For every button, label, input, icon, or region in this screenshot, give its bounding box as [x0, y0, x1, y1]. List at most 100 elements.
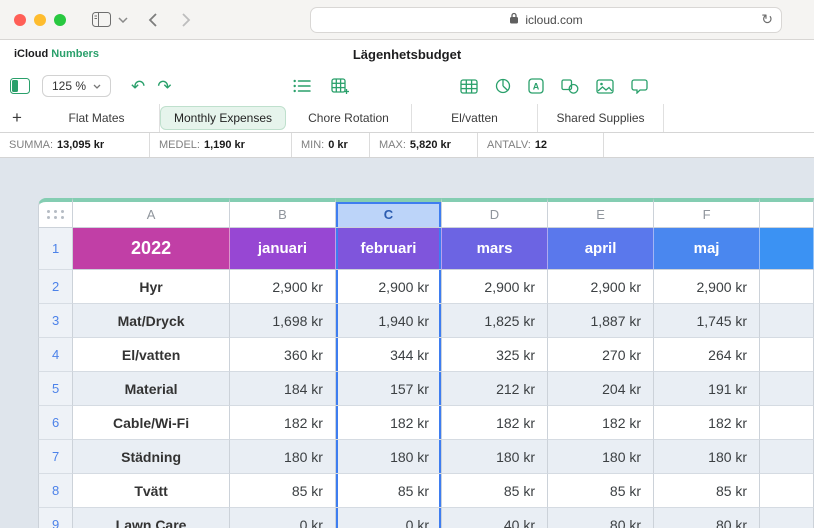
cell[interactable]: 2,900 kr	[229, 270, 336, 304]
cell[interactable]: 191 kr	[654, 372, 761, 406]
back-button[interactable]	[148, 13, 157, 27]
category-cell[interactable]: Städning	[73, 440, 230, 474]
column-header-d[interactable]: D	[441, 198, 549, 228]
month-header-cell[interactable]: maj	[654, 228, 761, 270]
row-number[interactable]: 3	[38, 304, 74, 338]
cell[interactable]: 180 kr	[548, 440, 655, 474]
cell[interactable]: 85 kr	[229, 474, 336, 508]
sheet-tab-shared-supplies[interactable]: Shared Supplies	[538, 104, 664, 132]
cell[interactable]	[760, 406, 814, 440]
cell[interactable]: 182 kr	[335, 406, 442, 440]
cell[interactable]: 85 kr	[335, 474, 442, 508]
row-number[interactable]: 6	[38, 406, 74, 440]
category-cell[interactable]: El/vatten	[73, 338, 230, 372]
cell[interactable]: 182 kr	[229, 406, 336, 440]
row-number[interactable]: 5	[38, 372, 74, 406]
row-number[interactable]: 7	[38, 440, 74, 474]
category-cell[interactable]: Lawn Care	[73, 508, 230, 528]
column-header-f[interactable]: F	[654, 198, 761, 228]
cell[interactable]: 157 kr	[335, 372, 442, 406]
address-bar[interactable]: icloud.com ↻	[310, 7, 782, 33]
cell[interactable]	[760, 270, 814, 304]
column-header-clipped[interactable]	[760, 198, 814, 228]
row-number[interactable]: 2	[38, 270, 74, 304]
table-icon[interactable]	[460, 78, 478, 94]
reload-icon[interactable]: ↻	[761, 11, 773, 27]
cell[interactable]: 180 kr	[229, 440, 336, 474]
row-number[interactable]: 4	[38, 338, 74, 372]
checklist-icon[interactable]	[293, 79, 311, 93]
cell[interactable]: 180 kr	[441, 440, 549, 474]
sidebar-toggle-icon[interactable]	[92, 12, 111, 27]
column-header-a[interactable]: A	[73, 198, 230, 228]
cell[interactable]: 85 kr	[654, 474, 761, 508]
panel-icon[interactable]	[10, 78, 30, 94]
cell[interactable]: 2,900 kr	[335, 270, 442, 304]
sheet-tab-flat-mates[interactable]: Flat Mates	[34, 104, 160, 132]
cell[interactable]: 360 kr	[229, 338, 336, 372]
category-cell[interactable]: Material	[73, 372, 230, 406]
text-icon[interactable]: A	[528, 78, 544, 94]
cell[interactable]	[760, 372, 814, 406]
month-header-cell[interactable]: februari	[335, 228, 442, 270]
cell[interactable]	[760, 440, 814, 474]
cell[interactable]: 1,698 kr	[229, 304, 336, 338]
cell[interactable]: 40 kr	[441, 508, 549, 528]
cell[interactable]: 180 kr	[335, 440, 442, 474]
cell[interactable]: 184 kr	[229, 372, 336, 406]
cell[interactable]	[760, 304, 814, 338]
sheet-tab-chore-rotation[interactable]: Chore Rotation	[286, 104, 412, 132]
cell[interactable]: 344 kr	[335, 338, 442, 372]
cell[interactable]	[760, 474, 814, 508]
row-number[interactable]: 8	[38, 474, 74, 508]
minimize-window-button[interactable]	[34, 14, 46, 26]
cell[interactable]: 180 kr	[654, 440, 761, 474]
cell[interactable]: 182 kr	[441, 406, 549, 440]
cell[interactable]: 85 kr	[441, 474, 549, 508]
cell[interactable]: 182 kr	[654, 406, 761, 440]
chevron-down-icon[interactable]	[118, 17, 128, 23]
cell[interactable]: 85 kr	[548, 474, 655, 508]
icloud-numbers-brand[interactable]: iCloud Numbers	[14, 48, 99, 60]
column-header-e[interactable]: E	[548, 198, 655, 228]
cell[interactable]: 204 kr	[548, 372, 655, 406]
category-cell[interactable]: Cable/Wi-Fi	[73, 406, 230, 440]
zoom-window-button[interactable]	[54, 14, 66, 26]
cell[interactable]: 2,900 kr	[441, 270, 549, 304]
insert-table-icon[interactable]	[331, 77, 350, 95]
year-header-cell[interactable]: 2022	[73, 228, 230, 270]
cell[interactable]: 2,900 kr	[548, 270, 655, 304]
cell[interactable]: 0 kr	[335, 508, 442, 528]
cell[interactable]: 212 kr	[441, 372, 549, 406]
category-cell[interactable]: Tvätt	[73, 474, 230, 508]
month-header-cell[interactable]: mars	[441, 228, 549, 270]
cell[interactable]: 80 kr	[654, 508, 761, 528]
month-header-cell[interactable]: januari	[229, 228, 336, 270]
cell[interactable]: 1,887 kr	[548, 304, 655, 338]
comment-icon[interactable]	[631, 78, 648, 94]
cell[interactable]: 1,745 kr	[654, 304, 761, 338]
table-drag-handle[interactable]	[38, 198, 74, 228]
redo-icon[interactable]: ↷	[157, 76, 172, 96]
cell[interactable]: 0 kr	[229, 508, 336, 528]
close-window-button[interactable]	[14, 14, 26, 26]
category-cell[interactable]: Mat/Dryck	[73, 304, 230, 338]
row-number[interactable]: 9	[38, 508, 74, 528]
zoom-control[interactable]: 125 %	[42, 75, 112, 97]
undo-icon[interactable]: ↶	[131, 76, 146, 96]
cell[interactable]: 264 kr	[654, 338, 761, 372]
add-sheet-button[interactable]: +	[12, 108, 22, 127]
cell[interactable]: 1,940 kr	[335, 304, 442, 338]
shapes-icon[interactable]	[561, 78, 579, 94]
row-number[interactable]: 1	[38, 228, 74, 270]
chart-icon[interactable]	[495, 78, 511, 94]
cell[interactable]: 270 kr	[548, 338, 655, 372]
forward-button[interactable]	[182, 13, 191, 27]
cell[interactable]	[760, 338, 814, 372]
cell[interactable]: 80 kr	[548, 508, 655, 528]
month-header-cell-clipped[interactable]	[760, 228, 814, 270]
sheet-tab-el-vatten[interactable]: El/vatten	[412, 104, 538, 132]
cell[interactable]: 2,900 kr	[654, 270, 761, 304]
category-cell[interactable]: Hyr	[73, 270, 230, 304]
column-header-c-selected[interactable]: C	[335, 198, 442, 228]
